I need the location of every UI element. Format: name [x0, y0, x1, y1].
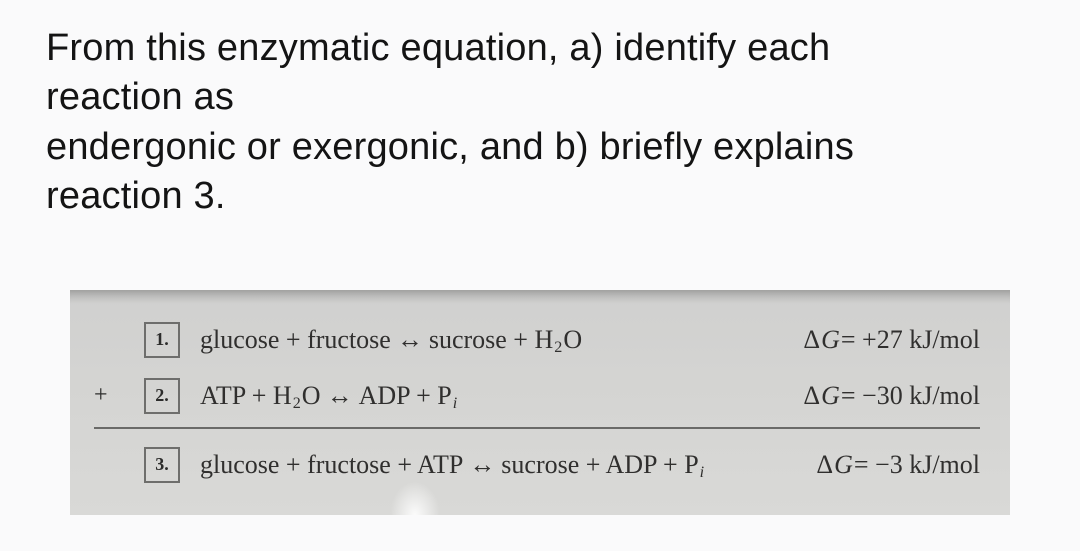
equation-left: 1. glucose + fructose ↔ sucrose + H2O: [94, 322, 582, 358]
subscript-i: i: [453, 395, 457, 413]
reaction-arrow-icon: ↔: [469, 450, 495, 480]
equation-number-box: 2.: [144, 378, 180, 414]
reaction-expression: ATP + H2O ↔ ADP + Pi: [200, 381, 458, 411]
reaction-expression: glucose + fructose ↔ sucrose + H2O: [200, 325, 582, 355]
subscript: 2: [293, 395, 301, 413]
question-line-1: From this enzymatic equation, a) identif…: [46, 27, 830, 69]
equation-number-box: 1.: [144, 322, 180, 358]
delta-g-rest: = −30 kJ/mol: [841, 381, 980, 411]
delta-g-rest: = −3 kJ/mol: [854, 450, 980, 480]
equation-row: 3. glucose + fructose + ATP ↔ sucrose + A…: [94, 437, 980, 493]
equation-row: +2. ATP + H2O ↔ ADP + Pi ΔG = −30 kJ/mol: [94, 368, 980, 424]
reaction-arrow-icon: ↔: [397, 325, 423, 355]
delta-g-value: ΔG = +27 kJ/mol: [803, 325, 980, 355]
question-prompt: From this enzymatic equation, a) identif…: [46, 24, 1034, 222]
reaction-arrow-icon: ↔: [327, 381, 353, 411]
summation-divider: [94, 427, 980, 429]
delta-symbol: Δ: [803, 381, 820, 411]
equation-number-box: 3.: [144, 447, 180, 483]
question-line-4: reaction 3.: [46, 175, 226, 217]
g-symbol: G: [834, 450, 853, 480]
delta-g-value: ΔG = −30 kJ/mol: [803, 381, 980, 411]
equation-left: +2. ATP + H2O ↔ ADP + Pi: [94, 378, 458, 414]
equation-row: 1. glucose + fructose ↔ sucrose + H2O ΔG =…: [94, 312, 980, 368]
reaction-expression: glucose + fructose + ATP ↔ sucrose + ADP…: [200, 450, 705, 480]
delta-symbol: Δ: [803, 325, 820, 355]
g-symbol: G: [821, 325, 840, 355]
delta-g-value: ΔG = −3 kJ/mol: [816, 450, 980, 480]
g-symbol: G: [821, 381, 840, 411]
row-plus-prefix: +: [94, 382, 134, 409]
subscript-i: i: [700, 464, 704, 482]
equation-left: 3. glucose + fructose + ATP ↔ sucrose + A…: [94, 447, 705, 483]
equations-panel: 1.glucose + fructose ↔ sucrose + H2OΔG =…: [70, 290, 1010, 515]
question-line-2: reaction as: [46, 76, 234, 118]
subscript: 2: [554, 339, 562, 357]
delta-g-rest: = +27 kJ/mol: [841, 325, 980, 355]
question-line-3: endergonic or exergonic, and b) briefly …: [46, 126, 854, 168]
delta-symbol: Δ: [816, 450, 833, 480]
